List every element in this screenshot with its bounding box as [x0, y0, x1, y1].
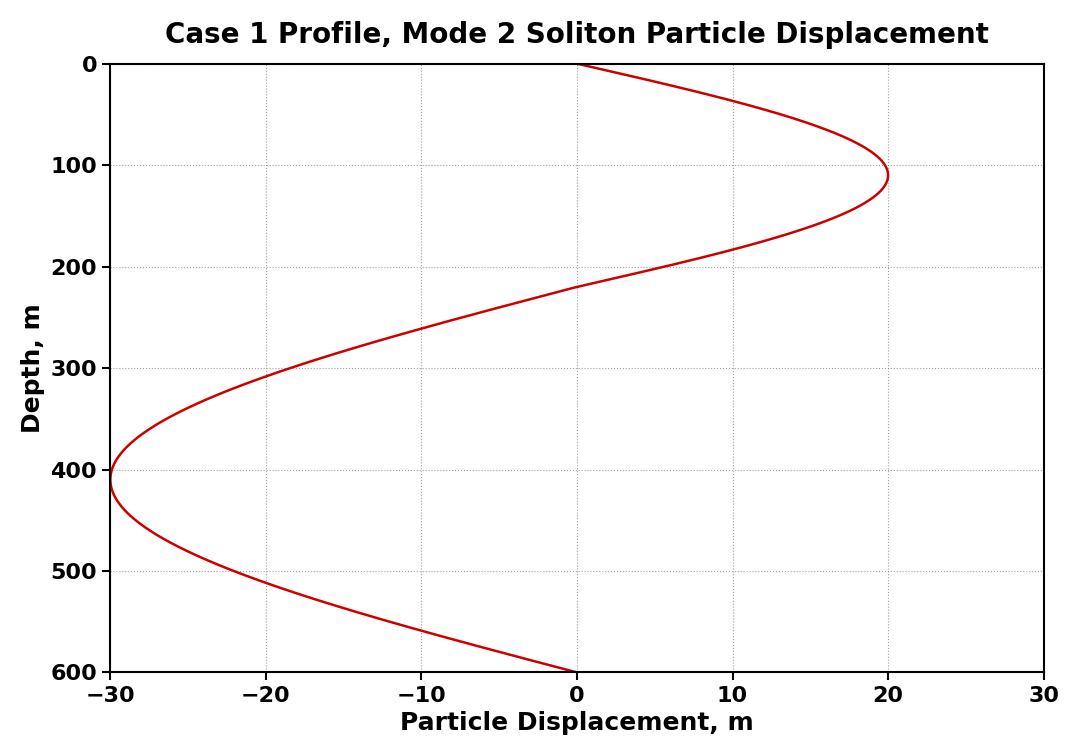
Y-axis label: Depth, m: Depth, m	[21, 303, 45, 433]
Title: Case 1 Profile, Mode 2 Soliton Particle Displacement: Case 1 Profile, Mode 2 Soliton Particle …	[165, 21, 989, 49]
X-axis label: Particle Displacement, m: Particle Displacement, m	[400, 711, 754, 735]
